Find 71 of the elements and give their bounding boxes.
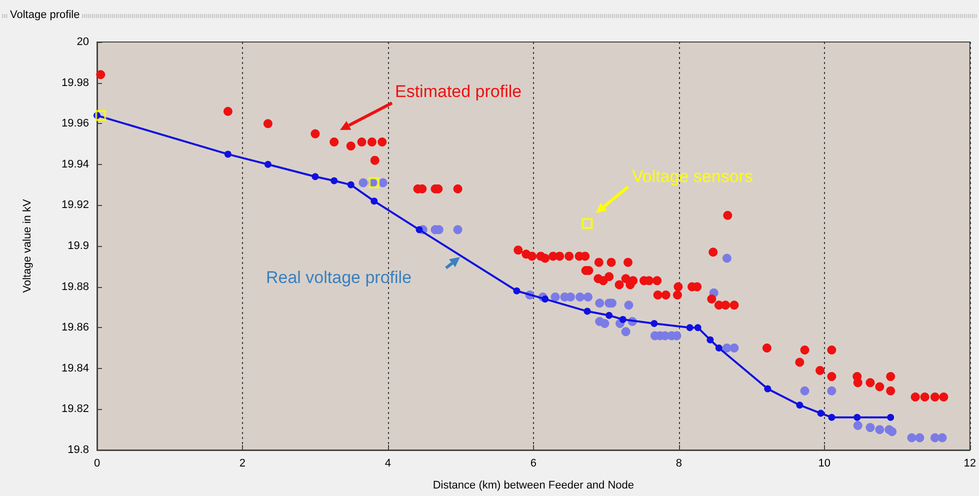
point [686, 324, 694, 332]
point [764, 385, 772, 392]
point [800, 386, 810, 396]
y-axis-title: Voltage value in kV [22, 198, 34, 293]
x-tick-label: 4 [384, 458, 392, 470]
x-tick-label: 2 [239, 458, 246, 470]
point [853, 421, 862, 430]
point [722, 254, 732, 263]
y-tick-label: 19.8 [68, 444, 89, 456]
point [582, 218, 593, 230]
point [706, 336, 714, 344]
point [694, 324, 702, 332]
point [312, 173, 319, 180]
y-tick-label: 19.82 [61, 403, 89, 416]
point [378, 178, 388, 188]
y-tick-label: 19.98 [61, 76, 89, 89]
x-tick-label: 8 [676, 458, 682, 470]
x-tick-label: 0 [94, 458, 100, 470]
point [887, 414, 894, 421]
annotation: Voltage sensors [632, 167, 753, 186]
point [95, 110, 106, 121]
point [600, 319, 610, 328]
y-tick-label: 19.9 [68, 240, 89, 252]
point [866, 423, 875, 432]
point [368, 177, 380, 188]
point [330, 177, 338, 184]
point [730, 344, 739, 352]
point [796, 402, 804, 409]
y-tick-label: 19.84 [61, 362, 89, 374]
point [576, 292, 584, 302]
point [915, 433, 924, 442]
point [827, 386, 836, 396]
point [224, 150, 232, 158]
point [606, 312, 613, 319]
x-tick-label: 6 [530, 458, 537, 470]
annotation: Estimated profile [395, 82, 522, 101]
point [347, 181, 354, 188]
point [854, 414, 861, 421]
point [624, 300, 634, 310]
annotation: Real voltage profile [266, 268, 412, 287]
y-tick-label: 19.94 [61, 158, 89, 170]
point [584, 308, 591, 315]
point [619, 316, 626, 323]
point [513, 287, 520, 294]
chart-title: Voltage profile [8, 9, 82, 21]
point [584, 292, 592, 302]
point [370, 198, 378, 205]
point [828, 414, 836, 421]
x-axis-title: Distance (km) between Feeder and Node [432, 480, 634, 492]
y-tick-label: 19.88 [61, 280, 89, 293]
point [715, 344, 722, 352]
y-tick-label: 19.86 [61, 322, 89, 334]
x-tick-label: 12 [964, 458, 976, 470]
point [650, 320, 658, 328]
point [453, 225, 462, 234]
y-tick-label: 20 [76, 36, 89, 48]
point [938, 433, 947, 442]
point [817, 410, 824, 417]
point [595, 298, 604, 308]
point [621, 327, 630, 336]
point [875, 425, 884, 434]
point [907, 433, 916, 442]
point [358, 178, 368, 188]
point [264, 160, 272, 168]
point [542, 296, 549, 303]
y-tick-label: 19.96 [61, 118, 89, 130]
x-tick-label: 10 [818, 458, 831, 470]
y-tick-label: 19.92 [61, 199, 89, 212]
point [550, 292, 560, 302]
point [416, 226, 423, 234]
point [888, 427, 897, 436]
